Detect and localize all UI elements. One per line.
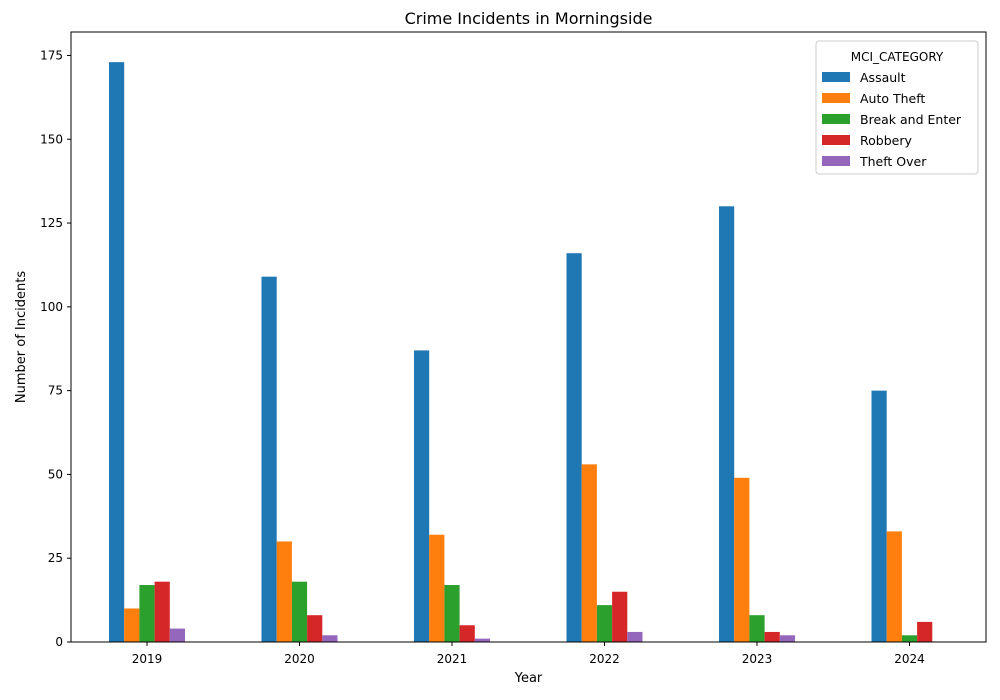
x-tick-label: 2022 xyxy=(589,652,620,666)
bar-robbery-2020 xyxy=(307,615,323,642)
legend-title: MCI_CATEGORY xyxy=(851,50,944,64)
bar-assault-2024 xyxy=(871,390,887,642)
bars-group xyxy=(109,62,933,643)
x-axis-label: Year xyxy=(514,671,543,686)
legend-swatch-auto-theft xyxy=(822,93,850,103)
x-tick-label: 2023 xyxy=(742,652,773,666)
plot-frame xyxy=(70,31,987,643)
bar-assault-2023 xyxy=(719,206,735,643)
bar-auto-theft-2021 xyxy=(429,534,445,642)
legend: MCI_CATEGORY Assault Auto Theft Break and E… xyxy=(815,40,979,175)
y-tick-label: 100 xyxy=(40,300,63,314)
bar-theft-over-2021 xyxy=(474,638,490,642)
bar-break-and-enter-2020 xyxy=(291,581,308,642)
legend-entry-break-and-enter: Break and Enter xyxy=(860,112,962,127)
y-axis-label: Number of Incidents xyxy=(14,271,29,403)
bar-break-and-enter-2019 xyxy=(139,585,155,642)
bar-assault-2020 xyxy=(261,276,277,642)
bar-auto-theft-2023 xyxy=(734,477,750,642)
bar-break-and-enter-2022 xyxy=(596,605,613,642)
legend-swatch-robbery xyxy=(822,135,850,145)
bar-theft-over-2023 xyxy=(779,635,795,642)
bar-theft-over-2020 xyxy=(322,635,338,642)
y-tick-label: 125 xyxy=(40,216,63,230)
x-tick-label: 2020 xyxy=(284,652,315,666)
legend-box xyxy=(815,40,979,175)
bar-break-and-enter-2023 xyxy=(749,615,765,642)
bar-assault-2021 xyxy=(414,350,430,642)
legend-entry-assault: Assault xyxy=(860,70,906,85)
y-tick-label: 150 xyxy=(40,132,63,146)
x-tick-label: 2019 xyxy=(132,652,163,666)
legend-entry-theft-over: Theft Over xyxy=(859,154,927,169)
bar-assault-2019 xyxy=(109,62,125,642)
chart-title: Crime Incidents in Morningside xyxy=(405,9,653,28)
y-tick-label: 25 xyxy=(48,551,63,565)
bar-robbery-2021 xyxy=(459,625,475,642)
y-tick-label: 50 xyxy=(48,467,63,481)
y-axis: 0 25 50 75 100 125 150 175 xyxy=(40,48,71,649)
y-tick-label: 175 xyxy=(40,48,63,62)
y-tick-label: 0 xyxy=(55,635,63,649)
bar-auto-theft-2024 xyxy=(886,531,902,642)
bar-assault-2022 xyxy=(566,253,582,642)
x-tick-label: 2024 xyxy=(894,652,925,666)
bar-auto-theft-2022 xyxy=(581,464,597,642)
bar-robbery-2019 xyxy=(154,581,170,642)
bar-theft-over-2022 xyxy=(627,631,643,642)
bar-robbery-2024 xyxy=(917,621,933,642)
legend-entry-robbery: Robbery xyxy=(860,133,912,148)
bar-auto-theft-2019 xyxy=(124,608,140,642)
y-tick-label: 75 xyxy=(48,384,63,398)
legend-entry-auto-theft: Auto Theft xyxy=(860,91,925,106)
legend-swatch-theft-over xyxy=(822,156,850,166)
x-axis: 2019 2020 2021 2022 2023 2024 xyxy=(132,642,925,666)
x-tick-label: 2021 xyxy=(437,652,468,666)
bar-break-and-enter-2021 xyxy=(444,585,460,642)
bar-robbery-2023 xyxy=(764,631,780,642)
legend-swatch-assault xyxy=(822,72,850,82)
bar-theft-over-2019 xyxy=(169,628,185,642)
bar-auto-theft-2020 xyxy=(276,541,292,642)
bar-break-and-enter-2024 xyxy=(901,635,918,642)
legend-swatch-break-and-enter xyxy=(822,114,850,124)
bar-robbery-2022 xyxy=(612,591,628,642)
